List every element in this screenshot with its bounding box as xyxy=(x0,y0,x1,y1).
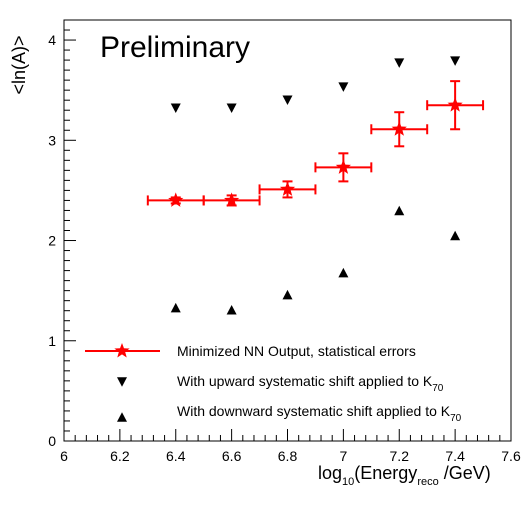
legend-entry-nominal: Minimized NN Output, statistical errors xyxy=(85,343,416,359)
y-axis-title: <ln(A)> xyxy=(9,35,29,94)
nominal-star-marker xyxy=(335,159,351,174)
legend-nominal-star-icon xyxy=(114,343,130,358)
x-axis-title-main2: (Energy xyxy=(354,463,417,483)
legend-upward-label: With upward systematic shift applied to … xyxy=(177,373,444,394)
x-tick-label: 6.8 xyxy=(278,448,298,464)
upward-shift-marker xyxy=(338,82,349,92)
y-tick-label: 0 xyxy=(48,433,56,449)
legend-upward-triangle-down-icon xyxy=(117,377,127,387)
downward-shift-marker xyxy=(282,289,293,300)
chart-title: Preliminary xyxy=(100,31,250,64)
legend-triangle-up-shape xyxy=(117,412,127,422)
nominal-star-marker xyxy=(447,97,463,112)
y-tick-label: 2 xyxy=(48,233,56,249)
downward-shift-marker xyxy=(226,304,237,315)
legend-triangle-down-shape xyxy=(117,377,127,387)
nominal-point xyxy=(202,192,261,207)
nominal-point xyxy=(370,111,429,148)
nominal-point xyxy=(258,180,317,199)
legend-upward-label-main: With upward systematic shift applied to … xyxy=(177,373,433,389)
nominal-star-marker xyxy=(168,192,184,207)
x-axis-title-main: log xyxy=(318,463,342,483)
upward-shift-marker xyxy=(394,58,405,68)
downward-shift-marker xyxy=(338,267,349,278)
upward-shift-marker xyxy=(282,95,293,105)
downward-shift-marker xyxy=(450,230,461,241)
y-tick-label: 4 xyxy=(48,32,56,48)
nominal-point xyxy=(426,80,485,131)
downward-shift-marker xyxy=(394,205,405,216)
downward-shift-marker xyxy=(170,302,181,313)
series-layer xyxy=(146,56,485,315)
nominal-point xyxy=(314,152,373,183)
x-axis-title-tail: /GeV) xyxy=(439,463,491,483)
upward-shift-marker xyxy=(226,103,237,113)
y-tick-label: 3 xyxy=(48,132,56,148)
x-tick-label: 6.2 xyxy=(110,448,130,464)
nominal-star-marker xyxy=(279,181,296,196)
x-tick-label: 6.4 xyxy=(166,448,186,464)
legend-entry-downward: With downward systematic shift applied t… xyxy=(117,403,462,424)
y-tick-label: 1 xyxy=(48,333,56,349)
x-tick-label: 6.6 xyxy=(222,448,242,464)
x-tick-label: 7.4 xyxy=(445,448,465,464)
nominal-star-marker xyxy=(224,192,240,207)
x-tick-label: 7.2 xyxy=(390,448,410,464)
legend-star-shape xyxy=(114,343,130,358)
x-axis: 6 6.2 6.4 6.6 6.8 7 7.2 7.4 7.6 xyxy=(60,429,521,464)
upward-shift-marker xyxy=(170,103,181,113)
nominal-point xyxy=(146,192,205,207)
legend: Minimized NN Output, statistical errors … xyxy=(85,343,462,424)
y-axis: 0 1 2 3 4 xyxy=(48,19,76,449)
legend-downward-label-sub: 70 xyxy=(450,413,462,424)
legend-entry-upward: With upward systematic shift applied to … xyxy=(117,373,444,394)
x-axis-title-sub2: reco xyxy=(417,476,438,488)
legend-downward-triangle-up-icon xyxy=(117,412,127,422)
legend-upward-label-sub: 70 xyxy=(432,383,444,394)
x-axis-title-sub1: 10 xyxy=(342,476,354,488)
x-axis-title: log10(Energyreco /GeV) xyxy=(318,463,491,488)
legend-downward-label: With downward systematic shift applied t… xyxy=(177,403,462,424)
legend-nominal-label: Minimized NN Output, statistical errors xyxy=(177,343,416,359)
legend-downward-label-main: With downward systematic shift applied t… xyxy=(177,403,451,419)
x-tick-label: 7.6 xyxy=(501,448,521,464)
x-tick-label: 7 xyxy=(339,448,347,464)
upward-shift-marker xyxy=(450,56,461,66)
nominal-star-marker xyxy=(391,121,407,136)
x-tick-label: 6 xyxy=(60,448,68,464)
